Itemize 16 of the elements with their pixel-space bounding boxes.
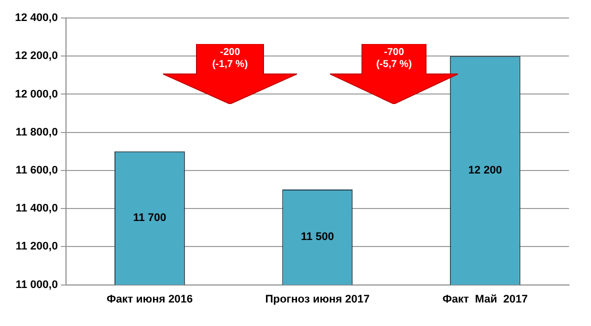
y-tick-label: 12 200,0	[14, 50, 58, 62]
x-tick-label: Факт Май 2017	[442, 293, 528, 306]
data-label: 11 700	[133, 212, 166, 224]
y-tick-label: 11 400,0	[16, 202, 58, 215]
y-tick-label: 11 600,0	[16, 164, 58, 176]
x-tick-label: Прогноз июня 2017	[265, 293, 370, 306]
annotation: -700 (-5,7 %)	[375, 47, 413, 71]
y-tick-label: 12 000,0	[14, 88, 58, 100]
data-label: 11 500	[300, 231, 334, 244]
data-label: 12 200	[468, 164, 502, 176]
y-tick-label: 11 800,0	[16, 126, 58, 138]
y-tick-label: 12 400,0	[14, 12, 58, 24]
x-tick-label: Факт июня 2016	[106, 293, 193, 306]
y-tick-label: 11 000,0	[16, 278, 58, 291]
y-tick-label: 11 200,0	[16, 240, 58, 253]
annotation: -200 (-1,7 %)	[211, 47, 249, 71]
